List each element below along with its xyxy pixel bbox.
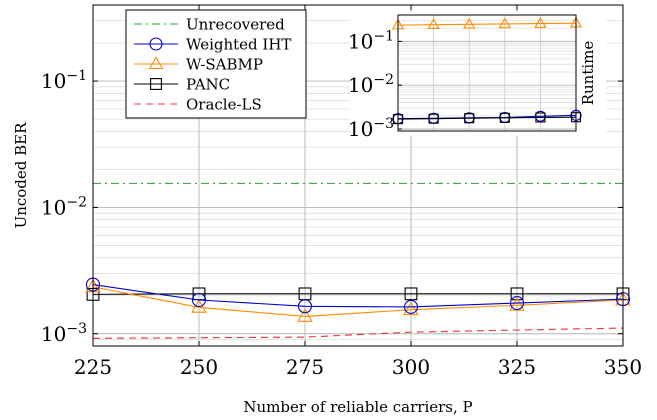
- y-tick-label-exponent: −2: [66, 194, 87, 210]
- series-line: [93, 294, 623, 295]
- main-plot-series: [86, 183, 630, 338]
- y-tick-label: 10−2: [41, 194, 87, 219]
- x-tick-label: 350: [604, 355, 642, 379]
- x-axis-label: Number of reliable carriers, P: [243, 398, 472, 416]
- y-tick-label: 10−1: [41, 68, 87, 93]
- legend-label: W-SABMP: [186, 56, 263, 74]
- y-tick-label-exponent: −1: [66, 68, 87, 84]
- legend-label: PANC: [186, 76, 230, 94]
- x-tick-label: 300: [392, 355, 430, 379]
- inset-y-tick-label-exponent: −3: [373, 116, 394, 132]
- inset-runtime-plot: 10−310−210−1 Runtime: [348, 12, 606, 141]
- x-tick-label: 250: [180, 355, 218, 379]
- x-tick-label: 325: [498, 355, 536, 379]
- y-axis-label: Uncoded BER: [12, 122, 30, 229]
- legend-label: Oracle-LS: [186, 96, 262, 114]
- legend: Unrecovered Weighted IHT W-SABMP PANC Oracle…: [126, 10, 306, 118]
- legend-label: Weighted IHT: [186, 36, 291, 54]
- inset-y-axis-label: Runtime: [579, 41, 597, 106]
- legend-label: Unrecovered: [186, 16, 285, 34]
- inset-y-tick-label: 10−3: [348, 116, 394, 141]
- x-tick-label: 225: [74, 355, 112, 379]
- y-tick-label-exponent: −3: [66, 321, 87, 337]
- inset-y-tick-label-exponent: −2: [373, 72, 394, 88]
- series-line: [93, 328, 623, 338]
- inset-y-tick-label-exponent: −1: [373, 28, 394, 44]
- y-tick-label: 10−3: [41, 321, 87, 346]
- x-tick-label: 275: [286, 355, 324, 379]
